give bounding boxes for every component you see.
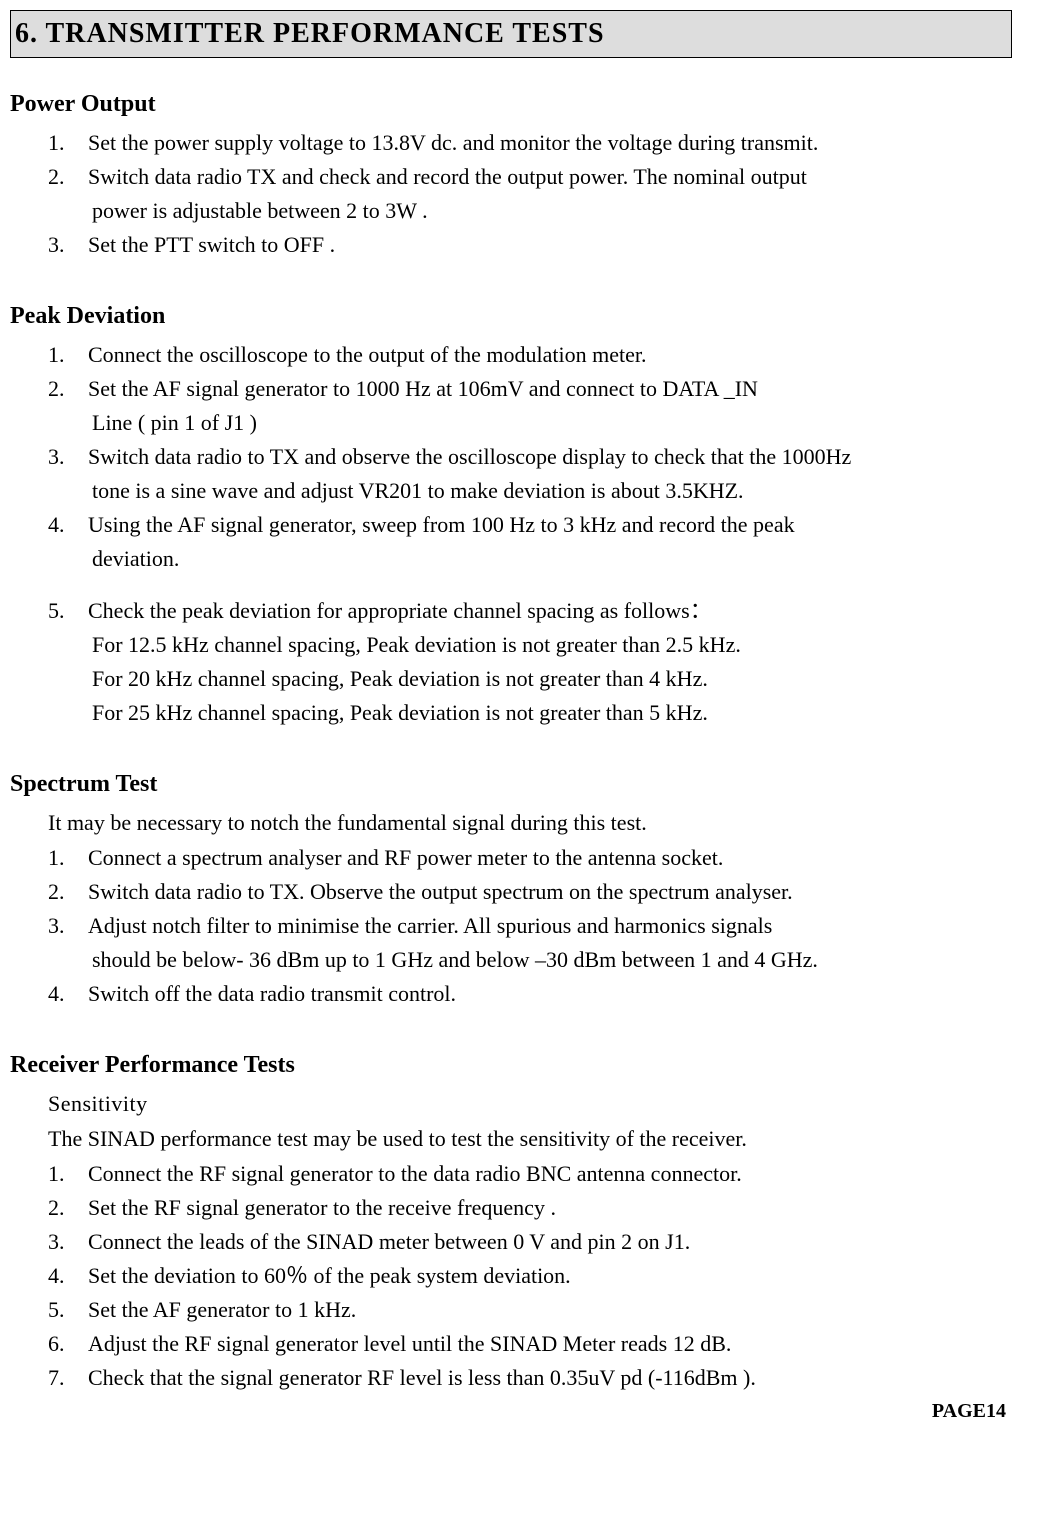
item-number: 1.: [48, 1157, 88, 1190]
item-continuation: should be below- 36 dBm up to 1 GHz and …: [92, 943, 1012, 976]
list-item: 7. Check that the signal generator RF le…: [48, 1361, 1012, 1394]
item-text: Connect the RF signal generator to the d…: [88, 1157, 1012, 1190]
item-number: 3.: [48, 440, 88, 473]
item-number: 3.: [48, 228, 88, 261]
item-text: Set the AF signal generator to 1000 Hz a…: [88, 372, 1012, 405]
item-text: Set the RF signal generator to the recei…: [88, 1191, 1012, 1224]
item-number: 2.: [48, 160, 88, 193]
list-item: 1. Connect the RF signal generator to th…: [48, 1157, 1012, 1190]
list-item: 3. Set the PTT switch to OFF .: [48, 228, 1012, 261]
list-item: 1. Connect the oscilloscope to the outpu…: [48, 338, 1012, 371]
item-text: Connect the leads of the SINAD meter bet…: [88, 1225, 1012, 1258]
item-continuation: power is adjustable between 2 to 3W .: [92, 194, 1012, 227]
list-item: 4. Using the AF signal generator, sweep …: [48, 508, 1012, 541]
item-continuation: tone is a sine wave and adjust VR201 to …: [92, 474, 1012, 507]
list-item: 3. Switch data radio to TX and observe t…: [48, 440, 1012, 473]
list-item: 4. Switch off the data radio transmit co…: [48, 977, 1012, 1010]
item-text: Adjust notch filter to minimise the carr…: [88, 909, 1012, 942]
list-item: 2. Set the RF signal generator to the re…: [48, 1191, 1012, 1224]
item-text: Set the power supply voltage to 13.8V dc…: [88, 126, 1012, 159]
list-item: 5. Set the AF generator to 1 kHz.: [48, 1293, 1012, 1326]
page-number: PAGE14: [10, 1396, 1012, 1426]
item-text: Switch data radio to TX. Observe the out…: [88, 875, 1012, 908]
item-number: 4.: [48, 977, 88, 1010]
item-text: Set the deviation to 60％ of the peak sys…: [88, 1259, 1012, 1292]
list-item: 2. Switch data radio to TX. Observe the …: [48, 875, 1012, 908]
intro-text: The SINAD performance test may be used t…: [48, 1122, 1012, 1155]
list-item: 2. Switch data radio TX and check and re…: [48, 160, 1012, 193]
item-number: 4.: [48, 1259, 88, 1292]
section-peak-deviation: Peak Deviation: [10, 298, 1012, 334]
item-text: Check the peak deviation for appropriate…: [88, 594, 1012, 627]
sub-section-sensitivity: Sensitivity: [48, 1087, 1012, 1120]
item-text: Switch data radio TX and check and recor…: [88, 160, 1012, 193]
item-continuation: Line ( pin 1 of J1 ): [92, 406, 1012, 439]
list-item: 6. Adjust the RF signal generator level …: [48, 1327, 1012, 1360]
list-item: 2. Set the AF signal generator to 1000 H…: [48, 372, 1012, 405]
item-number: 7.: [48, 1361, 88, 1394]
item-text: Set the AF generator to 1 kHz.: [88, 1293, 1012, 1326]
item-number: 1.: [48, 338, 88, 371]
item-number: 4.: [48, 508, 88, 541]
section-receiver-tests: Receiver Performance Tests: [10, 1047, 1012, 1083]
item-text: Switch off the data radio transmit contr…: [88, 977, 1012, 1010]
section-power-output: Power Output: [10, 86, 1012, 122]
intro-text: It may be necessary to notch the fundame…: [48, 806, 1012, 839]
item-number: 3.: [48, 909, 88, 942]
item-number: 2.: [48, 875, 88, 908]
item-number: 1.: [48, 841, 88, 874]
item-number: 2.: [48, 1191, 88, 1224]
chapter-title: 6. TRANSMITTER PERFORMANCE TESTS: [10, 10, 1012, 58]
section-spectrum-test: Spectrum Test: [10, 766, 1012, 802]
item-number: 2.: [48, 372, 88, 405]
list-item: 3. Connect the leads of the SINAD meter …: [48, 1225, 1012, 1258]
list-item: 5. Check the peak deviation for appropri…: [48, 594, 1012, 627]
item-number: 6.: [48, 1327, 88, 1360]
item-text: Switch data radio to TX and observe the …: [88, 440, 1012, 473]
item-continuation: deviation.: [92, 542, 1012, 575]
list-item: 1. Set the power supply voltage to 13.8V…: [48, 126, 1012, 159]
item-text: Connect the oscilloscope to the output o…: [88, 338, 1012, 371]
list-item: 1. Connect a spectrum analyser and RF po…: [48, 841, 1012, 874]
item-text: Using the AF signal generator, sweep fro…: [88, 508, 1012, 541]
item-number: 5.: [48, 1293, 88, 1326]
item-continuation: For 25 kHz channel spacing, Peak deviati…: [92, 696, 1012, 729]
item-continuation: For 20 kHz channel spacing, Peak deviati…: [92, 662, 1012, 695]
item-text: Set the PTT switch to OFF .: [88, 228, 1012, 261]
item-number: 5.: [48, 594, 88, 627]
list-item: 4. Set the deviation to 60％ of the peak …: [48, 1259, 1012, 1292]
item-number: 1.: [48, 126, 88, 159]
item-text: Adjust the RF signal generator level unt…: [88, 1327, 1012, 1360]
item-continuation: For 12.5 kHz channel spacing, Peak devia…: [92, 628, 1012, 661]
item-text: Connect a spectrum analyser and RF power…: [88, 841, 1012, 874]
list-item: 3. Adjust notch filter to minimise the c…: [48, 909, 1012, 942]
item-number: 3.: [48, 1225, 88, 1258]
item-text: Check that the signal generator RF level…: [88, 1361, 1012, 1394]
